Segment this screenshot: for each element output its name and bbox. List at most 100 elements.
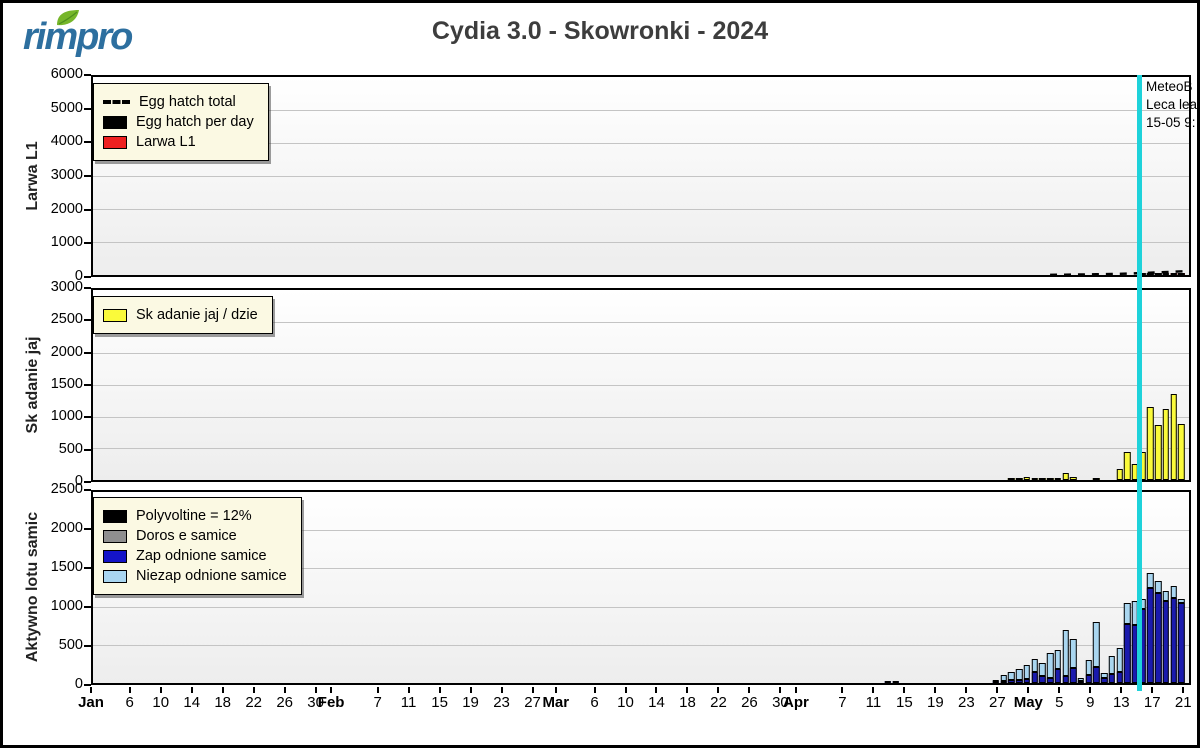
bar-sk-adanie-jaj-dzie [1162,409,1170,480]
black-swatch-icon [103,509,127,523]
legend-label: Doros e samice [136,528,237,544]
bar-niezapłodnione [1100,673,1108,679]
x-axis-tick [593,687,596,693]
gridline [93,176,1189,177]
bar-niezapłodnione [1124,602,1131,624]
bar-zapłodnione [1039,676,1046,683]
y-axis-tick [84,319,91,322]
x-axis-tick [376,687,379,693]
blue-swatch-icon [103,549,127,563]
x-axis-tick [1182,687,1185,693]
bar-zapłodnione [1054,669,1062,683]
y-axis-tick [84,567,91,569]
bar-niezapłodnione [1085,660,1092,675]
bar-niezapłodnione [1178,598,1185,603]
x-axis-tick [1120,687,1123,693]
x-axis-label: 15 [896,694,913,711]
egg-hatch-total-line [1050,269,1190,277]
y-axis-label: 500 [58,637,83,653]
gridline [93,242,1189,243]
gridline [93,416,1189,418]
legend-label: Zap odnione samice [136,548,267,564]
y-axis-label: 2000 [50,200,83,217]
x-axis-label: Mar [542,694,570,711]
legend-item: Niezap odnione samice [103,568,287,584]
y-axis-tick [84,74,91,76]
legend-item: Zap odnione samice [103,548,287,564]
bar-zapłodnione [1015,679,1023,683]
x-axis-label: 11 [400,694,417,711]
x-axis-tick [1027,687,1030,693]
annotation-line: 15-05 9: [1146,114,1196,130]
legend-aktywnosc: Polyvoltine = 12% Doros e samice Zap odn… [93,497,302,595]
x-axis-label: 6 [590,694,599,711]
bar-niezapłodnione [992,680,1000,683]
y-axis-tick [84,351,91,354]
bar-zapłodnione [1031,671,1038,683]
y-axis-label: 2000 [50,520,83,536]
x-axis-tick [252,687,255,693]
gridline [93,208,1189,210]
x-axis-tick [748,687,751,693]
bar-niezapłodnione [1162,591,1170,601]
y-axis-tick [84,481,91,483]
gridline [93,568,1189,570]
plot-skladanie-jaj [91,288,1191,482]
x-axis-label: 27 [524,694,541,711]
legend-label: Niezap odnione samice [136,568,287,584]
x-axis-label: 11 [865,694,882,711]
bar-niezapłodnione [1108,656,1116,674]
x-axis-label: 22 [710,694,727,711]
bar-niezapłodnione [1039,663,1046,677]
gray-swatch-icon [103,529,127,543]
bar-sk-adanie-jaj-dzie [1062,473,1069,480]
legend-item: Sk adanie jaj / dzie [103,307,258,323]
x-axis-label: May [1013,694,1043,711]
x-axis-label: 15 [431,694,448,711]
x-axis-tick [90,687,92,693]
y-axis-tick [84,276,91,278]
plot-larwa-l1 [91,75,1191,277]
y-axis-tick [84,107,91,110]
y-axis-tick [84,645,91,647]
x-axis-label: 22 [245,694,263,711]
bar-sk-adanie-jaj-dzie [1154,424,1162,480]
bar-niezapłodnione [1093,621,1100,667]
x-axis-tick [903,687,906,693]
meteo-annotation: MeteoB Leca lea 15-05 9: [1146,78,1197,131]
bar-sk-adanie-jaj-dzie [1046,478,1054,480]
legend-item: Egg hatch per day [103,114,254,130]
leaf-icon [57,10,79,26]
x-axis-tick [965,687,968,693]
bar-zapłodnione [1147,587,1154,683]
x-axis-label: 18 [214,694,232,711]
gridline [93,385,1189,386]
page-title: Cydia 3.0 - Skowronki - 2024 [431,17,769,45]
x-axis-label: 26 [276,694,293,711]
x-axis-tick [717,687,720,693]
bar-zapłodnione [1062,675,1069,683]
x-axis-tick [407,687,410,693]
x-axis-tick [934,687,937,693]
x-axis-label: 10 [617,694,634,711]
bar-egg-hatch-per-day [1162,273,1170,275]
y-axis-label: 2500 [50,311,83,328]
yellow-swatch-icon [103,308,127,322]
bar-niezapłodnione [1054,650,1062,670]
y-axis-tick [84,528,91,530]
bar-zapłodnione [1085,674,1092,683]
x-axis-tick [686,687,689,693]
bar-larwa-l1 [1178,273,1185,275]
x-axis-tick [500,687,503,693]
bar-sk-adanie-jaj-dzie [1116,469,1123,480]
y-axis-label: 6000 [50,66,83,82]
gridline [93,142,1189,144]
y-axis-tick [84,489,91,491]
x-axis-tick [330,687,333,693]
y-axis-tick [84,242,91,245]
bar-sk-adanie-jaj-dzie [1147,407,1154,480]
bar-niezapłodnione [1015,668,1023,680]
bar-sk-adanie-jaj-dzie [1054,477,1062,480]
y-axis-tick [84,416,91,419]
